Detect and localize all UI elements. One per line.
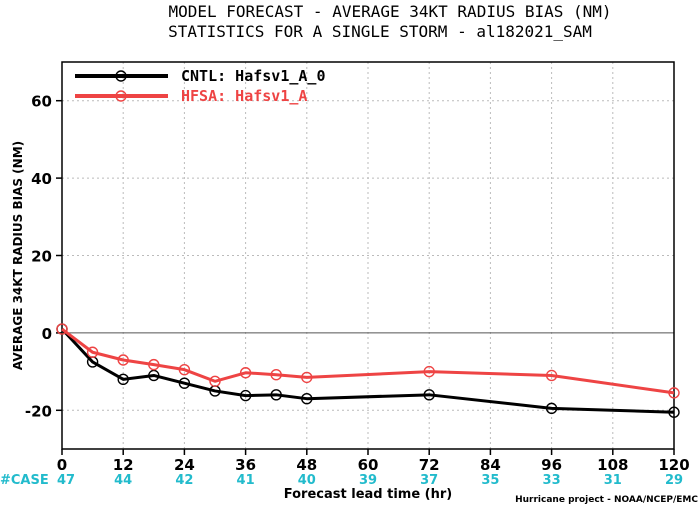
series-layer <box>56 323 680 418</box>
series-1 <box>56 323 680 399</box>
x-tick-label: 0 <box>57 456 67 474</box>
chart-title: MODEL FORECAST - AVERAGE 34KT RADIUS BIA… <box>168 2 611 21</box>
y-tick-label: 0 <box>42 325 52 343</box>
y-tick-label: 20 <box>31 248 52 266</box>
data-point <box>117 354 129 366</box>
series-line <box>60 328 675 414</box>
axis-ticks: 0 12 24 36 48 60 72 84 96 108 120 -20 0 20 40 60 <box>25 93 690 474</box>
legend-swatch-marker <box>115 70 127 82</box>
data-point <box>86 346 99 358</box>
case-count: 31 <box>604 473 622 488</box>
data-point <box>239 367 252 379</box>
x-tick-label: 12 <box>113 456 134 474</box>
credit-text: Hurricane project - NOAA/NCEP/EMC <box>515 495 698 505</box>
case-count: 33 <box>543 473 561 488</box>
data-point <box>270 368 282 381</box>
x-tick-label: 84 <box>480 456 501 474</box>
x-tick-label: 24 <box>174 456 195 474</box>
data-point <box>239 389 252 402</box>
x-tick-label: 72 <box>419 456 440 474</box>
data-point <box>148 369 160 382</box>
data-point <box>423 389 435 401</box>
case-count: 41 <box>237 473 255 488</box>
x-axis-label: Forecast lead time (hr) <box>284 487 452 502</box>
legend: CNTL: Hafsv1_A_0 HFSA: Hafsv1_A <box>75 67 326 105</box>
grid <box>62 62 674 449</box>
data-point <box>117 373 129 386</box>
case-count: 42 <box>175 473 193 488</box>
case-count: 37 <box>420 473 438 488</box>
data-point <box>668 406 680 418</box>
data-point <box>178 377 191 389</box>
data-point <box>301 392 313 405</box>
data-point <box>668 387 680 399</box>
y-tick-label: -20 <box>25 402 52 420</box>
legend-label: CNTL: Hafsv1_A_0 <box>181 67 326 85</box>
data-point <box>545 369 558 382</box>
case-count: 47 <box>57 473 75 488</box>
legend-swatch-marker <box>115 90 127 102</box>
data-point <box>545 402 558 415</box>
y-tick-label: 60 <box>31 93 52 111</box>
case-label: #CASE <box>0 473 49 488</box>
legend-label: HFSA: Hafsv1_A <box>181 87 307 105</box>
data-point <box>301 371 313 384</box>
case-count: 29 <box>665 473 683 488</box>
case-count: 39 <box>359 473 377 488</box>
data-point <box>270 389 282 401</box>
x-tick-label: 48 <box>296 456 317 474</box>
y-tick-label: 40 <box>31 170 52 188</box>
x-tick-label: 60 <box>358 456 379 474</box>
x-tick-label: 108 <box>597 456 628 474</box>
data-point <box>178 363 191 376</box>
data-point <box>148 358 160 371</box>
x-tick-label: 96 <box>541 456 562 474</box>
data-point <box>423 365 435 378</box>
x-tick-label: 36 <box>235 456 256 474</box>
case-count: 44 <box>114 473 132 488</box>
x-tick-label: 120 <box>658 456 689 474</box>
data-point <box>56 323 68 335</box>
case-counts: #CASE 47 44 42 41 40 39 37 35 33 31 29 <box>0 473 683 488</box>
case-count: 40 <box>298 473 316 488</box>
case-count: 35 <box>481 473 499 488</box>
chart-subtitle: STATISTICS FOR A SINGLE STORM - al182021… <box>168 22 592 41</box>
y-axis-label: AVERAGE 34KT RADIUS BIAS (NM) <box>11 141 25 370</box>
data-point <box>209 375 221 387</box>
